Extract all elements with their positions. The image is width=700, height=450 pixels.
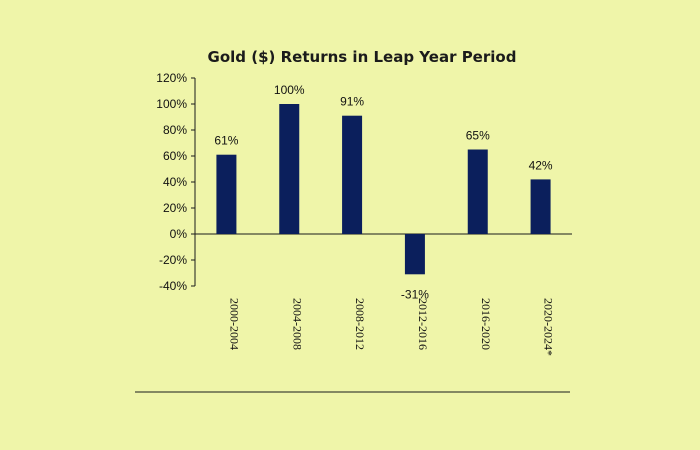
category-label: 2008-2012 bbox=[353, 298, 367, 350]
category-label: 2012-2016 bbox=[416, 298, 430, 350]
y-tick-label: 40% bbox=[163, 175, 187, 189]
y-tick-label: 20% bbox=[163, 201, 187, 215]
y-tick-label: -40% bbox=[159, 279, 187, 293]
bar bbox=[279, 104, 300, 234]
data-label: 100% bbox=[274, 83, 305, 97]
category-label: 2004-2008 bbox=[290, 298, 304, 350]
bar bbox=[467, 149, 488, 234]
bar bbox=[530, 179, 551, 234]
data-label: 61% bbox=[214, 134, 238, 148]
category-label: 2020-2024* bbox=[542, 298, 556, 356]
y-tick-label: 100% bbox=[156, 97, 187, 111]
y-tick-label: 120% bbox=[156, 71, 187, 85]
data-label: 65% bbox=[466, 129, 490, 143]
data-label: 42% bbox=[529, 158, 553, 172]
y-tick-label: 60% bbox=[163, 149, 187, 163]
y-tick-label: -20% bbox=[159, 253, 187, 267]
y-tick-label: 0% bbox=[170, 227, 188, 241]
chart-title: Gold ($) Returns in Leap Year Period bbox=[208, 48, 517, 66]
category-label: 2000-2004 bbox=[227, 298, 241, 350]
bar bbox=[216, 154, 237, 234]
plot-area: -40% -20% 0% 20% 40% 60% 80% 100% 120% 61% 2000-20… bbox=[156, 71, 572, 356]
category-label: 2016-2020 bbox=[479, 298, 493, 350]
bar bbox=[404, 234, 425, 275]
data-label: -31% bbox=[401, 287, 429, 301]
y-tick-label: 80% bbox=[163, 123, 187, 137]
bar bbox=[342, 115, 363, 234]
data-label: 91% bbox=[340, 95, 364, 109]
